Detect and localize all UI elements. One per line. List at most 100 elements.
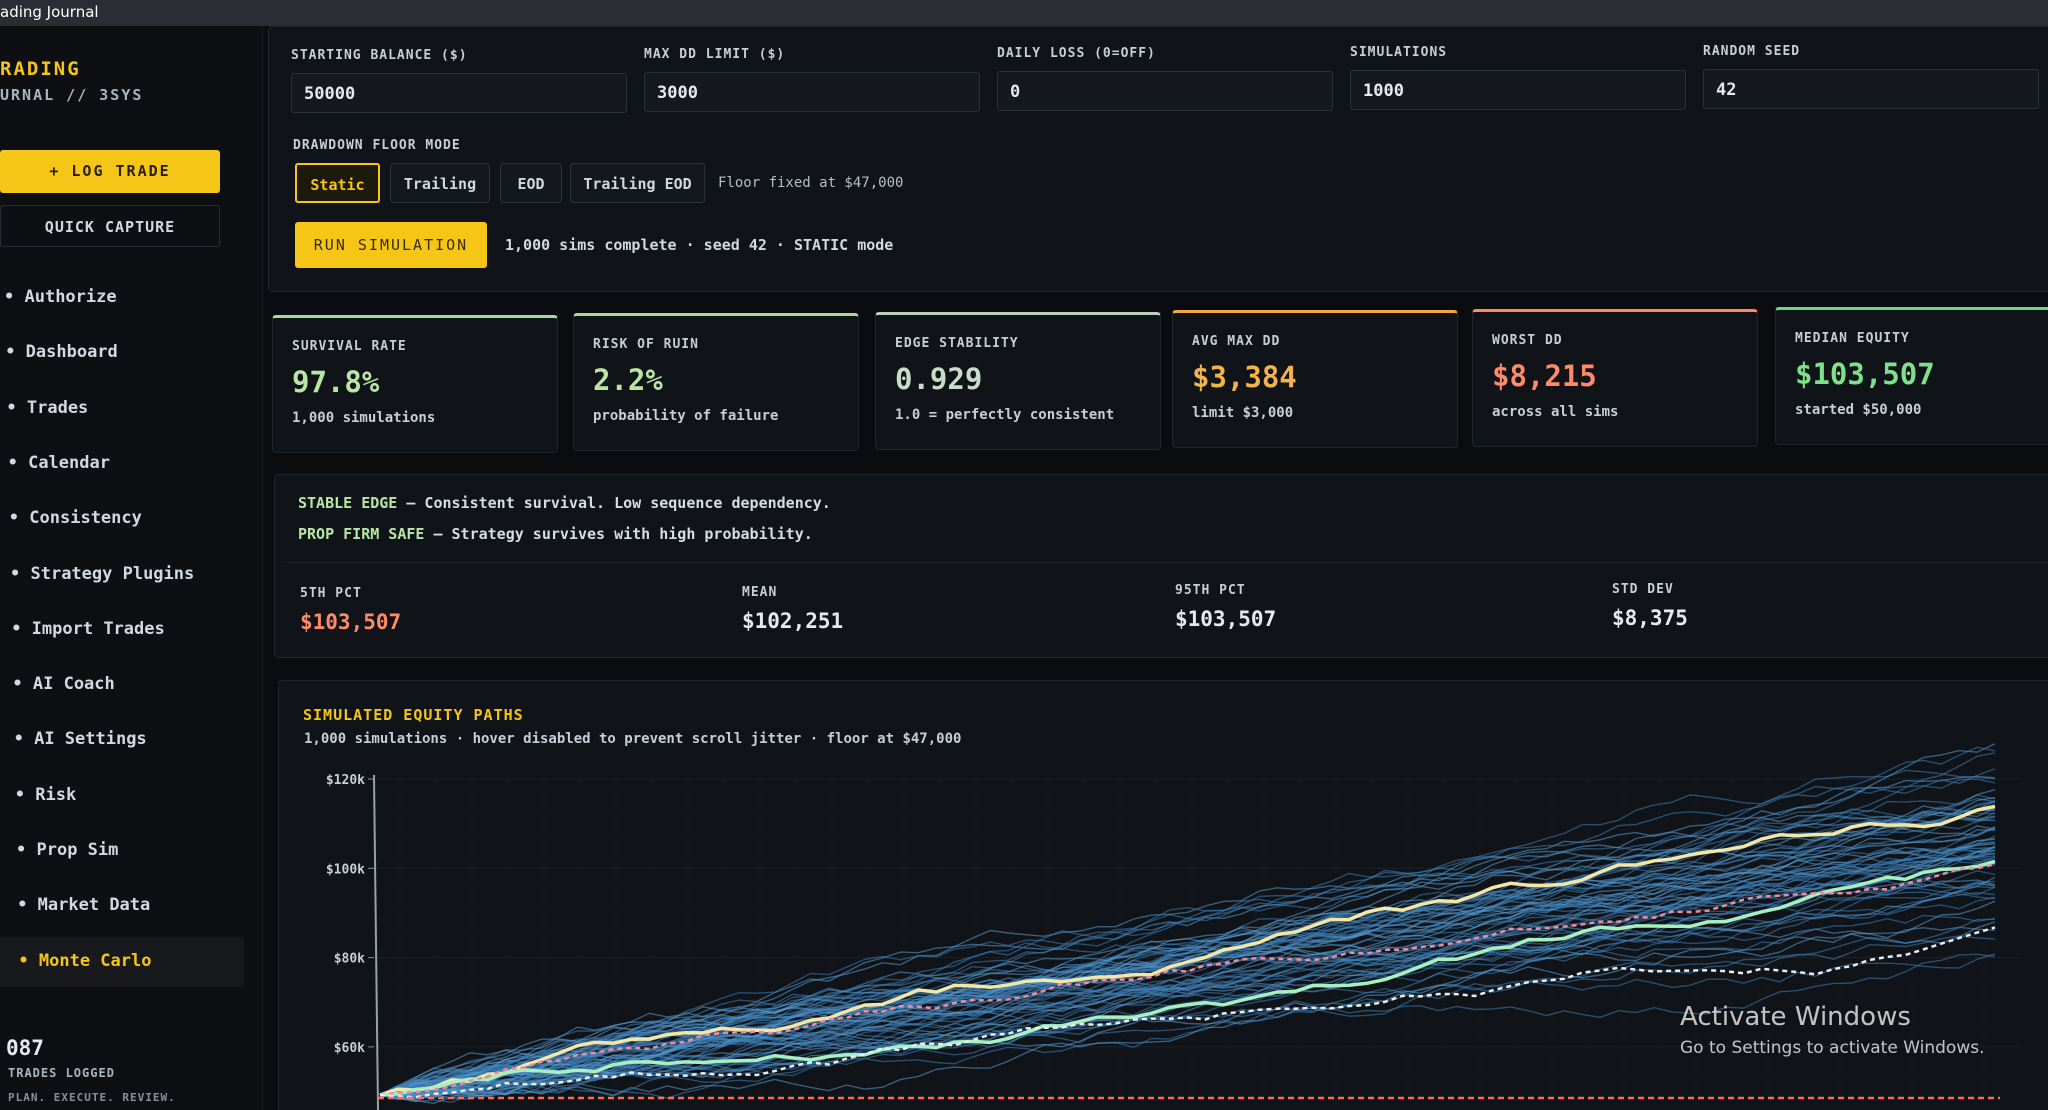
card-value: 2.2% — [593, 363, 663, 398]
nav-label: Strategy Plugins — [30, 563, 195, 584]
y-tick-label: $100k — [326, 862, 365, 877]
input-field[interactable]: 50000 — [291, 73, 627, 113]
bullet: • — [10, 563, 31, 584]
nav-item[interactable]: • Dashboard — [5, 342, 118, 362]
equity-path — [379, 746, 1996, 1096]
pct-path — [379, 863, 1996, 1097]
floor-note: Floor fixed at $47,000 — [718, 175, 904, 191]
nav-item[interactable]: • Strategy Plugins — [10, 564, 194, 584]
nav-label: Import Trades — [31, 618, 165, 639]
card-sub: limit $3,000 — [1192, 405, 1294, 422]
bullet: • — [5, 342, 26, 363]
input-label: RANDOM SEED — [1703, 44, 1801, 59]
nav-item[interactable]: • AI Coach — [12, 674, 114, 694]
stat-label: 95TH PCT — [1175, 583, 1246, 598]
chart-subtitle: 1,000 simulations · hover disabled to pr… — [304, 731, 962, 747]
card-value: $8,215 — [1492, 358, 1597, 393]
floor-mode-option[interactable]: EOD — [500, 163, 562, 203]
stat-label: STD DEV — [1612, 581, 1674, 597]
watermark-title: Activate Windows — [1680, 1002, 1911, 1032]
run-status: 1,000 sims complete · seed 42 · STATIC m… — [505, 236, 894, 254]
nav-label: Consistency — [29, 508, 142, 529]
verdict-text: — Consistent survival. Low sequence depe… — [397, 494, 831, 512]
tagline: PLAN. EXECUTE. REVIEW. — [8, 1091, 176, 1104]
card-sub: started $50,000 — [1795, 402, 1922, 418]
floor-mode-option[interactable]: Trailing EOD — [570, 163, 705, 203]
card-sub: 1.0 = perfectly consistent — [895, 406, 1115, 423]
card-value: $103,507 — [1795, 357, 1935, 391]
bullet: • — [18, 950, 39, 971]
low-path — [379, 859, 1996, 1097]
equity-path — [379, 849, 1996, 1096]
brand: RADING — [0, 58, 81, 80]
nav-label: Trades — [26, 397, 89, 418]
bullet: • — [12, 674, 33, 695]
nav-item[interactable]: • Prop Sim — [16, 840, 118, 860]
bullet: • — [16, 840, 37, 860]
input-label: STARTING BALANCE ($) — [291, 48, 468, 63]
input-label: MAX DD LIMIT ($) — [644, 47, 786, 62]
floor-mode-option[interactable]: Static — [295, 163, 380, 203]
trades-count: 087 — [6, 1036, 44, 1060]
window-title: ading Journal — [0, 3, 99, 21]
y-tick-label: $60k — [334, 1041, 365, 1056]
equity-path — [379, 825, 1996, 1096]
log-trade-button[interactable]: + LOG TRADE — [0, 150, 220, 193]
card-label: AVG MAX DD — [1192, 334, 1281, 350]
stat-value: $102,251 — [742, 608, 844, 633]
quick-capture-button[interactable]: QUICK CAPTURE — [0, 205, 220, 247]
nav-label: Dashboard — [25, 342, 118, 363]
nav-label: Calendar — [28, 452, 110, 473]
nav-active-bg — [0, 936, 244, 987]
nav-item[interactable]: • AI Settings — [14, 729, 147, 749]
nav-item[interactable]: • Authorize — [4, 287, 117, 307]
equity-path — [379, 900, 1996, 1100]
card-value: 97.8% — [292, 365, 380, 399]
nav-item[interactable]: • Monte Carlo — [18, 951, 151, 971]
input-label: SIMULATIONS — [1350, 45, 1448, 60]
card-value: $3,384 — [1192, 360, 1297, 395]
equity-path — [379, 846, 1996, 1096]
nav-label: Market Data — [37, 895, 151, 916]
stat-value: $103,507 — [1175, 607, 1277, 631]
floor-mode-option[interactable]: Trailing — [390, 163, 490, 203]
equity-path — [379, 835, 1996, 1096]
input-label: DAILY LOSS (0=OFF) — [997, 46, 1156, 61]
equity-path — [379, 896, 1996, 1096]
nav-item[interactable]: • Calendar — [8, 453, 110, 473]
pct-low-path — [379, 926, 1996, 1099]
verdict-line: STABLE EDGE — Consistent survival. Low s… — [298, 494, 831, 512]
card-value: 0.929 — [895, 361, 983, 396]
input-field[interactable]: 0 — [997, 71, 1333, 111]
stat-label: MEAN — [742, 584, 778, 600]
input-field[interactable]: 1000 — [1350, 70, 1686, 110]
bullet: • — [6, 397, 27, 418]
stat-value: $8,375 — [1612, 605, 1688, 630]
y-tick-label: $80k — [334, 952, 365, 967]
equity-path — [379, 809, 1996, 1096]
nav-item[interactable]: • Import Trades — [11, 619, 165, 639]
verdict-tag: STABLE EDGE — [298, 494, 398, 512]
nav-label: Prop Sim — [36, 840, 119, 860]
bullet: • — [14, 784, 36, 805]
input-field[interactable]: 3000 — [644, 72, 980, 112]
nav-item[interactable]: • Trades — [6, 398, 88, 418]
equity-path — [379, 953, 1996, 1100]
equity-path — [379, 769, 1996, 1096]
card-label: RISK OF RUIN — [593, 337, 699, 353]
bullet: • — [7, 452, 29, 473]
input-field[interactable]: 42 — [1703, 69, 2039, 109]
nav-item[interactable]: • Market Data — [17, 895, 150, 915]
card-sub: 1,000 simulations — [292, 410, 436, 426]
card-sub: across all sims — [1492, 403, 1619, 420]
stat-label: 5TH PCT — [300, 586, 362, 601]
nav-item[interactable]: • Consistency — [9, 508, 142, 528]
y-tick-label: $120k — [326, 773, 365, 788]
verdict-tag: PROP FIRM SAFE — [298, 525, 425, 543]
brand-sub: URNAL // 3SYS — [0, 86, 144, 104]
run-button[interactable]: RUN SIMULATION — [295, 222, 487, 268]
floor-mode-label: DRAWDOWN FLOOR MODE — [293, 138, 461, 153]
nav-label: AI Coach — [32, 674, 115, 695]
nav-item[interactable]: • Risk — [15, 785, 76, 805]
